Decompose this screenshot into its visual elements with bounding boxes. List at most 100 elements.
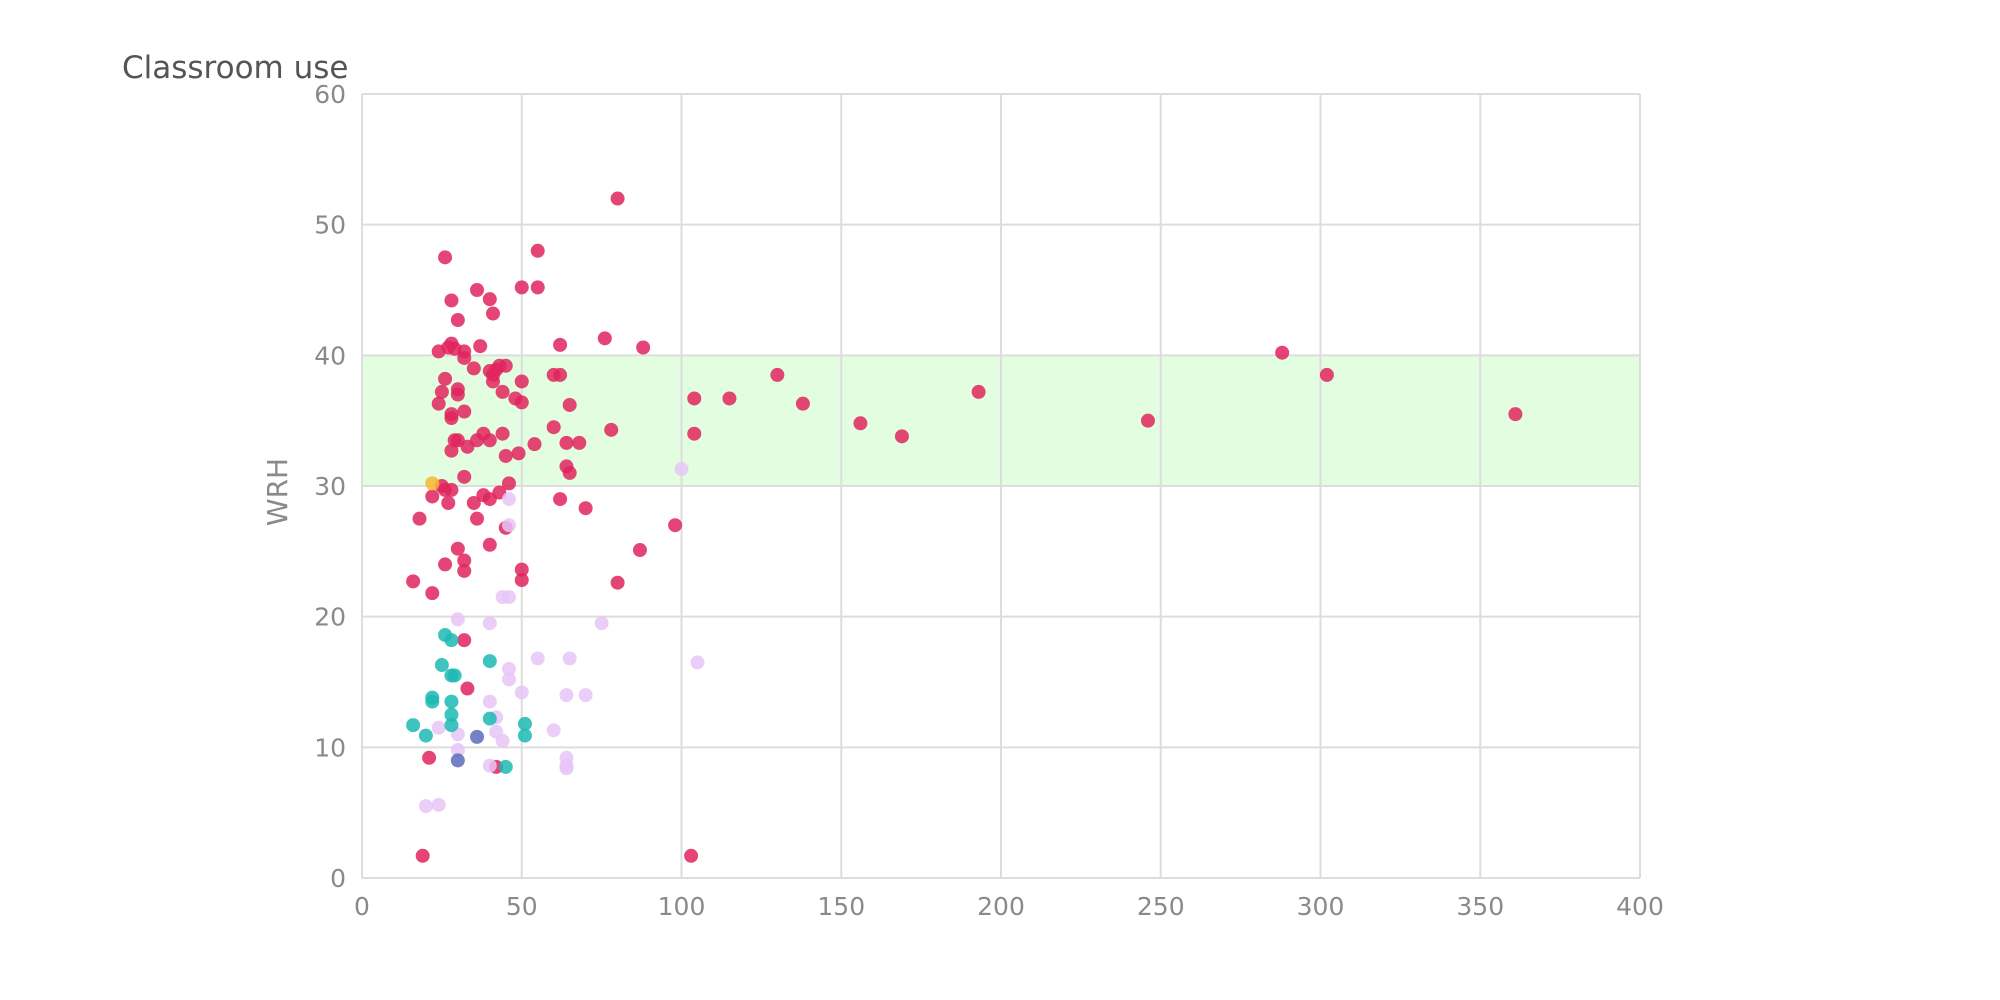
- data-point: [450, 753, 465, 768]
- data-point: [514, 280, 529, 295]
- data-point: [684, 848, 699, 863]
- data-point: [415, 848, 430, 863]
- data-point: [466, 361, 481, 376]
- data-point: [482, 537, 497, 552]
- data-point: [514, 562, 529, 577]
- data-point: [501, 492, 516, 507]
- data-point: [489, 362, 504, 377]
- x-tick-label: 300: [1297, 892, 1345, 921]
- data-point: [473, 339, 488, 354]
- data-point: [1275, 345, 1290, 360]
- data-point: [444, 718, 459, 733]
- data-point: [632, 543, 647, 558]
- data-point: [447, 668, 462, 683]
- data-point: [482, 711, 497, 726]
- data-point: [438, 250, 453, 265]
- data-point: [482, 694, 497, 709]
- x-tick-label: 350: [1456, 892, 1504, 921]
- data-point: [438, 557, 453, 572]
- data-point: [687, 391, 702, 406]
- data-point: [425, 489, 440, 504]
- data-point: [418, 799, 433, 814]
- data-point: [559, 688, 574, 703]
- data-point: [501, 672, 516, 687]
- data-point: [971, 384, 986, 399]
- data-point: [530, 651, 545, 666]
- data-point: [495, 384, 510, 399]
- data-point: [674, 462, 689, 477]
- y-tick-label: 40: [314, 341, 346, 370]
- data-point: [501, 590, 516, 605]
- data-point: [438, 371, 453, 386]
- data-point: [434, 658, 449, 673]
- data-point: [450, 541, 465, 556]
- data-point: [501, 476, 516, 491]
- x-tick-label: 100: [658, 892, 706, 921]
- data-point: [1508, 407, 1523, 422]
- data-point: [482, 616, 497, 631]
- data-point: [578, 501, 593, 516]
- data-point: [482, 433, 497, 448]
- data-point: [450, 742, 465, 757]
- y-tick-label: 0: [330, 864, 346, 893]
- data-point: [1319, 367, 1334, 382]
- data-point: [514, 685, 529, 700]
- grid-layer: [361, 93, 1641, 879]
- data-point: [514, 395, 529, 410]
- data-point: [495, 733, 510, 748]
- data-point: [418, 728, 433, 743]
- data-point: [687, 426, 702, 441]
- data-point: [501, 661, 516, 676]
- y-tick-label: 20: [314, 603, 346, 632]
- data-point: [406, 574, 421, 589]
- data-point: [530, 280, 545, 295]
- data-point: [444, 443, 459, 458]
- data-point: [594, 616, 609, 631]
- data-point: [636, 340, 651, 355]
- data-point: [444, 482, 459, 497]
- data-point: [457, 469, 472, 484]
- y-tick-label: 30: [314, 472, 346, 501]
- data-point: [406, 718, 421, 733]
- data-point: [444, 707, 459, 722]
- data-point: [770, 367, 785, 382]
- data-point: [610, 191, 625, 206]
- data-point: [425, 586, 440, 601]
- x-tick-label: 50: [506, 892, 538, 921]
- data-point: [572, 435, 587, 450]
- data-point: [553, 337, 568, 352]
- data-point: [460, 681, 475, 696]
- data-point: [517, 716, 532, 731]
- y-tick-label: 10: [314, 733, 346, 762]
- data-point: [514, 573, 529, 588]
- data-point: [482, 758, 497, 773]
- data-point: [457, 404, 472, 419]
- data-point: [422, 750, 437, 765]
- y-axis-label: WRH: [261, 458, 294, 526]
- data-point: [894, 429, 909, 444]
- data-point: [722, 391, 737, 406]
- chart-title: Classroom use: [122, 50, 349, 86]
- data-point: [559, 435, 574, 450]
- data-point: [485, 374, 500, 389]
- data-point: [495, 426, 510, 441]
- x-tick-label: 0: [354, 892, 370, 921]
- data-point: [562, 465, 577, 480]
- data-point: [514, 374, 529, 389]
- data-point: [470, 283, 485, 297]
- data-point: [470, 729, 485, 744]
- data-point: [444, 633, 459, 648]
- data-point: [562, 651, 577, 666]
- data-point: [460, 439, 475, 454]
- data-point: [482, 492, 497, 507]
- data-point: [470, 511, 485, 526]
- data-point: [498, 759, 513, 774]
- data-point: [466, 495, 481, 510]
- data-point: [482, 292, 497, 307]
- data-point: [444, 694, 459, 709]
- data-point: [482, 654, 497, 669]
- y-tick-label: 60: [314, 80, 346, 109]
- data-point: [668, 518, 683, 533]
- tick-label-layer: 0 50 100 150 200 250 300 350 400 0 10 20 30 40 50 60: [314, 80, 1664, 921]
